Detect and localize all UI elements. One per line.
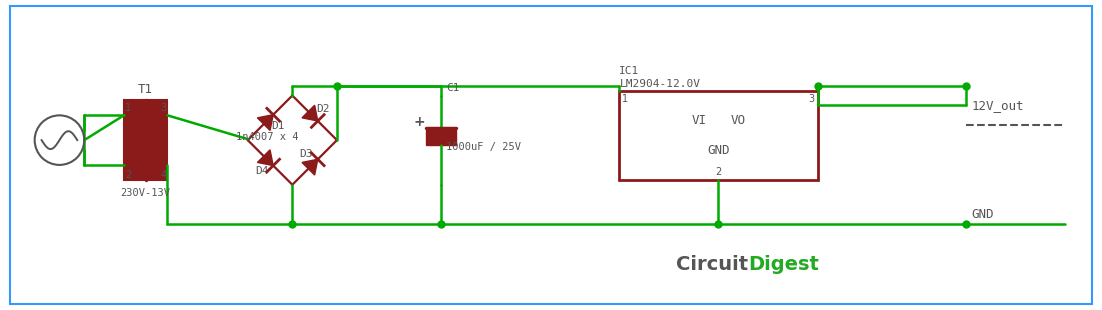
Text: D3: D3 (300, 149, 313, 159)
Text: C1: C1 (446, 82, 460, 93)
Text: 3: 3 (161, 104, 166, 113)
Text: +: + (413, 115, 425, 129)
Text: Circuit: Circuit (677, 255, 748, 273)
Polygon shape (302, 159, 317, 175)
Text: GND: GND (971, 208, 994, 221)
Text: 3: 3 (809, 94, 814, 104)
Polygon shape (302, 105, 317, 121)
Text: 1000uF / 25V: 1000uF / 25V (446, 142, 521, 152)
Text: 4: 4 (161, 170, 166, 180)
Bar (148, 100, 168, 180)
Text: VO: VO (731, 114, 746, 127)
Text: D2: D2 (316, 104, 329, 114)
Bar (123, 100, 145, 180)
Polygon shape (258, 150, 273, 166)
Text: 1: 1 (623, 94, 628, 104)
Text: D1: D1 (272, 121, 285, 131)
Text: Digest: Digest (748, 255, 819, 273)
Bar (619, 91, 818, 180)
Text: 1n4007 x 4: 1n4007 x 4 (236, 132, 299, 142)
Text: IC1: IC1 (619, 66, 639, 76)
Text: 2: 2 (715, 167, 722, 177)
Text: 230V-13V: 230V-13V (120, 188, 171, 198)
Polygon shape (258, 115, 273, 131)
Text: 1: 1 (125, 104, 131, 113)
Text: T1: T1 (138, 82, 153, 95)
Text: LM2904-12.0V: LM2904-12.0V (619, 79, 701, 89)
Bar (426, 130, 456, 145)
Text: 2: 2 (125, 170, 131, 180)
Text: 12V_out: 12V_out (971, 99, 1024, 112)
Text: GND: GND (707, 144, 730, 157)
Text: D4: D4 (255, 166, 269, 176)
Text: VI: VI (691, 114, 706, 127)
